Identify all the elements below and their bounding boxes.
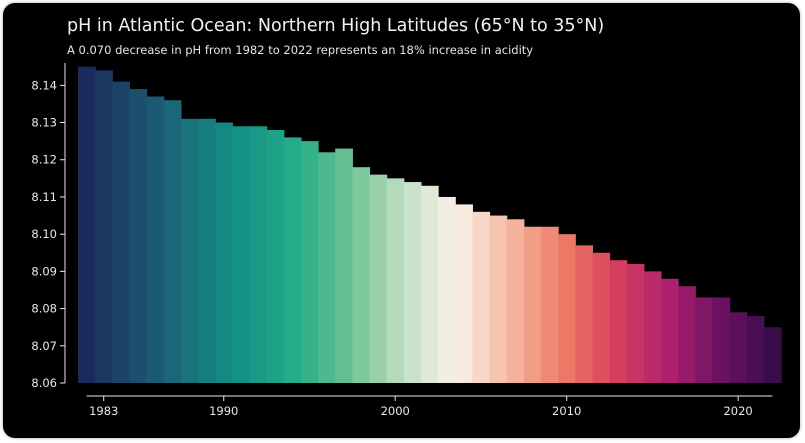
bar-1998 bbox=[352, 167, 371, 383]
bar-2021 bbox=[746, 316, 765, 383]
bar-2022 bbox=[763, 327, 782, 383]
axes-group: 8.06 8.07 8.08 8.09 8.10 8.11 8.12 8.13 8.14 1983… bbox=[31, 63, 773, 418]
bar-2019 bbox=[712, 297, 731, 383]
y-tick-label: 8.10 bbox=[31, 227, 57, 241]
bar-1995 bbox=[300, 141, 319, 383]
bar-1988 bbox=[180, 118, 199, 383]
chart-plot-area: 8.06 8.07 8.08 8.09 8.10 8.11 8.12 8.13 8.14 1983… bbox=[31, 63, 782, 418]
y-tick-label: 8.06 bbox=[31, 376, 57, 390]
chart-title: pH in Atlantic Ocean: Northern High Lati… bbox=[67, 16, 605, 36]
bar-2013 bbox=[609, 260, 628, 383]
bar-1991 bbox=[232, 126, 251, 383]
bar-2006 bbox=[489, 215, 508, 383]
bar-2020 bbox=[729, 312, 748, 383]
y-tick-label: 8.07 bbox=[31, 339, 57, 353]
bar-2017 bbox=[678, 286, 696, 383]
bar-2007 bbox=[506, 219, 525, 383]
bar-2002 bbox=[420, 185, 439, 383]
y-tick-label: 8.08 bbox=[31, 302, 57, 316]
bar-2005 bbox=[472, 211, 491, 383]
bar-1985 bbox=[129, 89, 148, 384]
bar-1996 bbox=[318, 152, 336, 383]
x-tick-label: 2000 bbox=[381, 404, 410, 418]
bar-2018 bbox=[695, 297, 714, 383]
bar-2003 bbox=[438, 196, 456, 383]
x-tick-label: 1990 bbox=[209, 404, 238, 418]
y-tick-label: 8.09 bbox=[31, 264, 57, 278]
x-tick-label: 2020 bbox=[723, 404, 752, 418]
bars-group bbox=[78, 66, 782, 384]
bar-1997 bbox=[335, 148, 353, 383]
bar-1992 bbox=[249, 126, 268, 383]
bar-1986 bbox=[146, 96, 165, 384]
chart-frame: pH in Atlantic Ocean: Northern High Lati… bbox=[3, 3, 800, 438]
bar-2009 bbox=[540, 226, 559, 383]
y-tick-label: 8.13 bbox=[31, 116, 57, 130]
bar-1990 bbox=[215, 122, 233, 383]
bar-1982 bbox=[78, 66, 96, 383]
bar-2004 bbox=[455, 204, 473, 383]
bar-1989 bbox=[198, 118, 216, 383]
y-tick-label: 8.14 bbox=[31, 78, 57, 92]
bar-2015 bbox=[643, 271, 662, 383]
y-tick-label: 8.11 bbox=[31, 190, 57, 204]
bar-2012 bbox=[592, 252, 611, 383]
chart-subtitle: A 0.070 decrease in pH from 1982 to 2022… bbox=[67, 43, 534, 57]
bar-2014 bbox=[626, 263, 645, 383]
x-tick-label: 1983 bbox=[89, 404, 118, 418]
bar-2000 bbox=[386, 178, 405, 383]
bar-1993 bbox=[266, 129, 285, 383]
bar-1999 bbox=[369, 174, 388, 383]
bar-1984 bbox=[112, 81, 131, 383]
bar-2010 bbox=[558, 234, 576, 383]
y-tick-label: 8.12 bbox=[31, 153, 57, 167]
bar-1983 bbox=[95, 70, 113, 383]
bar-1994 bbox=[283, 137, 302, 383]
bar-1987 bbox=[163, 100, 182, 384]
bar-2011 bbox=[575, 245, 593, 383]
bar-2001 bbox=[403, 182, 422, 383]
bar-2008 bbox=[523, 226, 542, 383]
x-tick-label: 2010 bbox=[552, 404, 581, 418]
bar-2016 bbox=[660, 278, 679, 383]
